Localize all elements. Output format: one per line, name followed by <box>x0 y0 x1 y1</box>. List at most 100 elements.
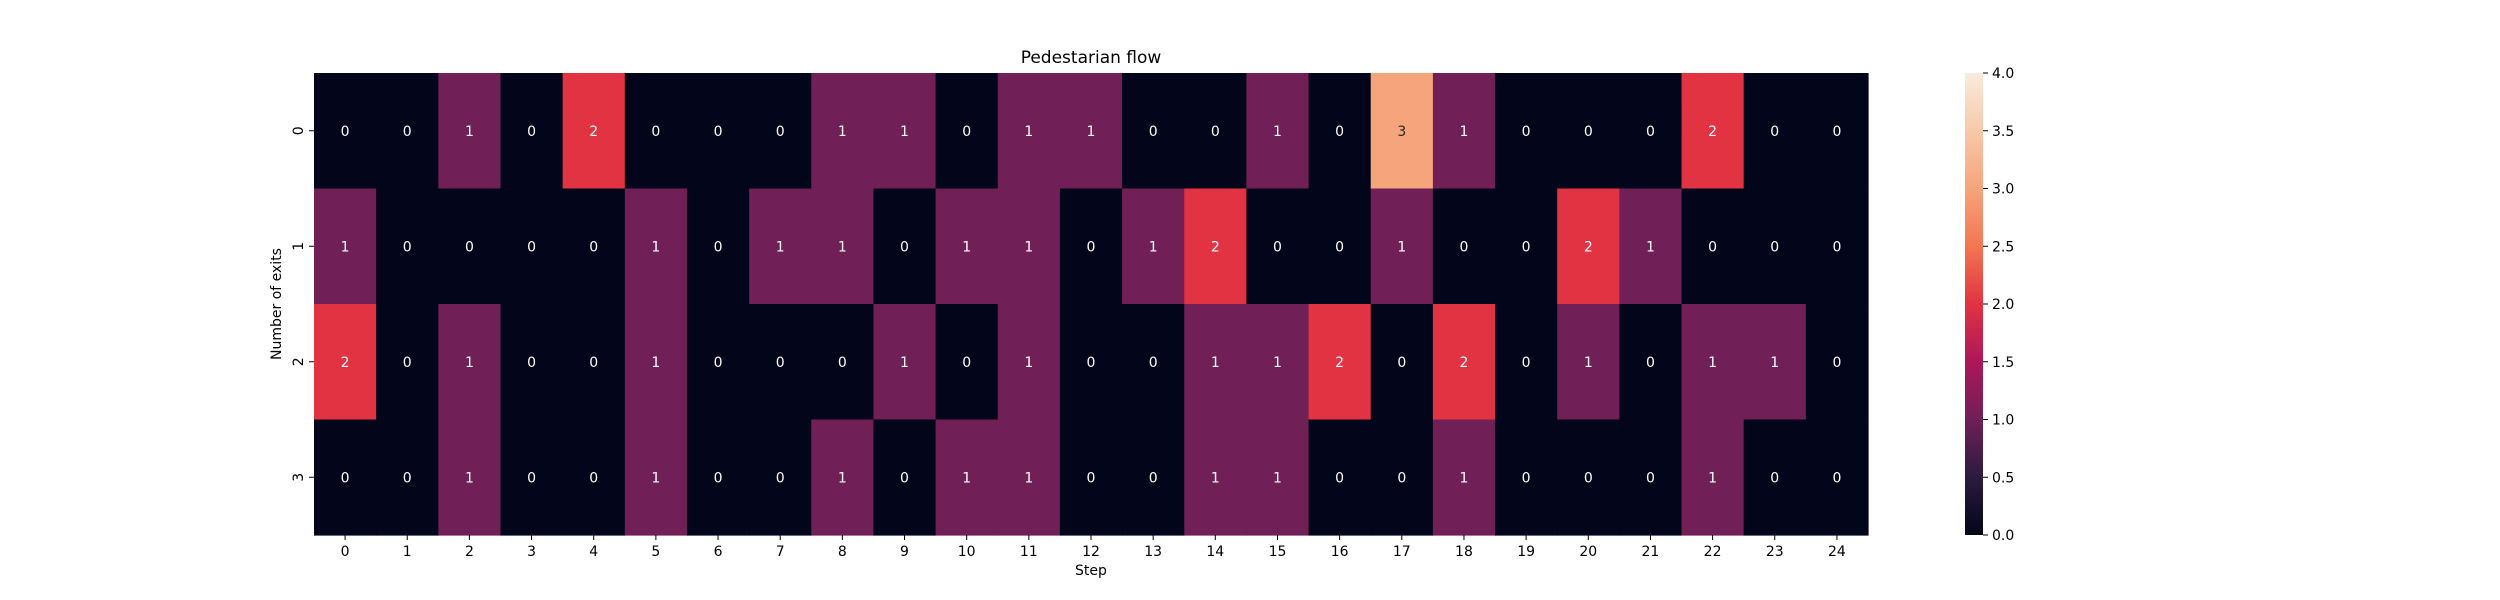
heatmap-cell-r3-c0 <box>314 419 377 536</box>
heatmap-cell-r2-c23 <box>1743 304 1807 421</box>
cell-value-label: 0 <box>1646 355 1655 371</box>
cell-value-label: 0 <box>1832 124 1841 140</box>
heatmap-cell-r1-c18 <box>1432 188 1496 305</box>
cell-value-label: 0 <box>900 239 909 255</box>
heatmap-cell-r1-c20 <box>1557 188 1620 305</box>
heatmap-cell-r3-c18 <box>1432 419 1496 536</box>
heatmap-cell-r1-c19 <box>1495 188 1558 305</box>
heatmap-cell-r0-c1 <box>376 73 439 190</box>
cell-value-label: 1 <box>1708 355 1717 371</box>
y-axis-ticks: 0 1 2 3 <box>291 126 314 482</box>
heatmap-cell-r1-c4 <box>562 188 626 305</box>
cell-value-label: 0 <box>1646 124 1655 140</box>
heatmap-cell-r3-c17 <box>1370 419 1434 536</box>
cell-value-label: 1 <box>341 239 350 255</box>
cell-value-label: 0 <box>465 239 474 255</box>
cell-value-label: 1 <box>1273 355 1282 371</box>
heatmap-cell-r1-c2 <box>438 188 502 305</box>
x-tick-label: 7 <box>776 544 785 560</box>
cell-value-label: 0 <box>403 470 412 486</box>
cell-value-label: 0 <box>1335 124 1344 140</box>
cell-value-label: 0 <box>1522 124 1531 140</box>
cell-value-label: 1 <box>1459 470 1468 486</box>
heatmap-cell-r3-c16 <box>1308 419 1372 536</box>
cell-value-label: 0 <box>714 124 723 140</box>
cell-value-label: 0 <box>900 470 909 486</box>
x-tick-label: 3 <box>527 544 536 560</box>
cell-annotations: 0 0 1 0 2 0 0 0 1 1 0 1 1 0 0 1 0 3 1 0 0 0 2 0 0 1 0 0 0 0 1 0 1 1 0 1 1 0 1 2… <box>341 124 1842 487</box>
heatmap-cell-r1-c6 <box>686 188 750 305</box>
heatmap-cell-r1-c24 <box>1805 188 1869 305</box>
cell-value-label: 0 <box>776 355 785 371</box>
cell-value-label: 0 <box>1708 239 1717 255</box>
heatmap-cell-r0-c17 <box>1370 73 1434 190</box>
heatmap-cell-r3-c15 <box>1246 419 1310 536</box>
x-tick-label: 13 <box>1144 544 1162 560</box>
cell-value-label: 1 <box>651 355 660 371</box>
cell-value-label: 0 <box>527 355 536 371</box>
cell-value-label: 0 <box>403 355 412 371</box>
cell-value-label: 0 <box>1149 124 1158 140</box>
heatmap-cell-r3-c14 <box>1184 419 1247 536</box>
heatmap-cell-r0-c13 <box>1122 73 1185 190</box>
heatmap-cell-r2-c15 <box>1246 304 1310 421</box>
cell-value-label: 1 <box>1211 355 1220 371</box>
heatmap-cell-r3-c20 <box>1557 419 1620 536</box>
x-tick-label: 15 <box>1269 544 1287 560</box>
cell-value-label: 0 <box>527 470 536 486</box>
cell-value-label: 0 <box>1397 470 1406 486</box>
heatmap-cell-r3-c9 <box>873 419 937 536</box>
x-tick-label: 17 <box>1393 544 1411 560</box>
heatmap-cell-r2-c12 <box>1059 304 1123 421</box>
cell-value-label: 0 <box>403 239 412 255</box>
heatmap-cell-r0-c3 <box>500 73 564 190</box>
heatmap-cell-r3-c24 <box>1805 419 1869 536</box>
cell-value-label: 1 <box>962 239 971 255</box>
x-tick-label: 20 <box>1579 544 1597 560</box>
x-tick-label: 12 <box>1082 544 1100 560</box>
x-tick-label: 23 <box>1766 544 1784 560</box>
heatmap-cell-r3-c21 <box>1619 419 1683 536</box>
y-axis-label: Number of exits <box>269 248 285 360</box>
heatmap-cell-r2-c14 <box>1184 304 1247 421</box>
cell-value-label: 0 <box>589 239 598 255</box>
heatmap-cell-r3-c4 <box>562 419 626 536</box>
heatmap-cell-r1-c8 <box>811 188 875 305</box>
x-tick-label: 18 <box>1455 544 1473 560</box>
heatmap-cell-r2-c1 <box>376 304 439 421</box>
y-tick-label: 1 <box>291 242 307 251</box>
heatmap-cell-r3-c7 <box>749 419 812 536</box>
heatmap-cell-r1-c13 <box>1122 188 1185 305</box>
x-tick-label: 10 <box>958 544 976 560</box>
heatmap-cell-r2-c8 <box>811 304 875 421</box>
heatmap-cell-r2-c16 <box>1308 304 1372 421</box>
cell-value-label: 0 <box>527 239 536 255</box>
cell-value-label: 1 <box>1273 470 1282 486</box>
cell-value-label: 0 <box>1335 239 1344 255</box>
heatmap-cell-r2-c24 <box>1805 304 1869 421</box>
cell-value-label: 0 <box>341 470 350 486</box>
heatmap-cell-r1-c10 <box>935 188 999 305</box>
cell-value-label: 0 <box>1087 239 1096 255</box>
heatmap-cell-r0-c8 <box>811 73 875 190</box>
y-tick-label: 3 <box>291 473 307 482</box>
heatmap-cell-r3-c8 <box>811 419 875 536</box>
cell-value-label: 0 <box>341 124 350 140</box>
colorbar-tick-label: 2.5 <box>1992 239 2014 255</box>
colorbar-tick-label: 3.5 <box>1992 124 2014 140</box>
heatmap-cell-r2-c6 <box>686 304 750 421</box>
heatmap-cell-r1-c1 <box>376 188 439 305</box>
cell-value-label: 0 <box>714 355 723 371</box>
heatmap-cell-r2-c0 <box>314 304 377 421</box>
cell-value-label: 0 <box>651 124 660 140</box>
cell-value-label: 0 <box>1459 239 1468 255</box>
heatmap-cells <box>314 73 1869 536</box>
cell-value-label: 1 <box>1397 239 1406 255</box>
cell-value-label: 0 <box>1832 470 1841 486</box>
cell-value-label: 0 <box>1584 470 1593 486</box>
colorbar-tick-label: 1.5 <box>1992 355 2014 371</box>
x-tick-label: 21 <box>1642 544 1660 560</box>
heatmap-cell-r2-c10 <box>935 304 999 421</box>
heatmap-cell-r2-c19 <box>1495 304 1558 421</box>
